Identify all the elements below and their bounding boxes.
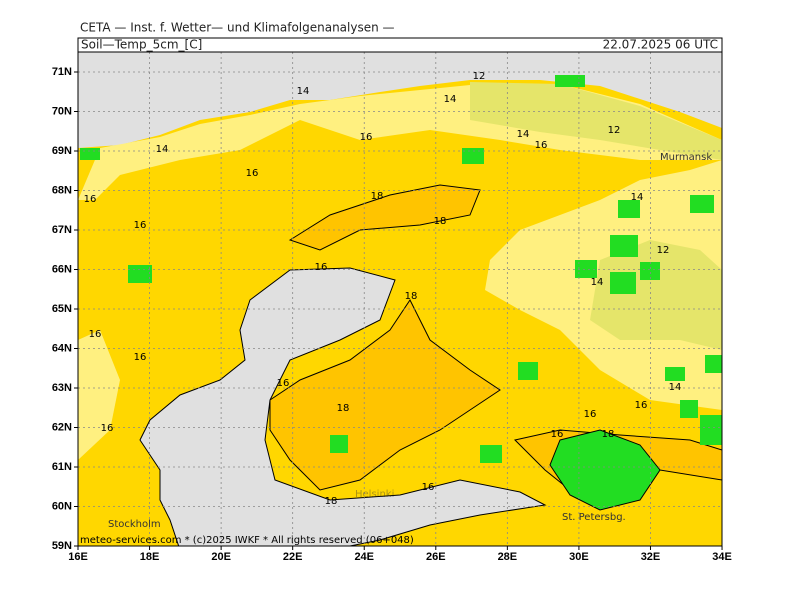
contour-label: 18	[337, 403, 350, 414]
lat-label: 65N	[52, 303, 72, 315]
contour-label: 16	[584, 409, 597, 420]
contour-label: 14	[156, 144, 169, 155]
contour-label: 16	[360, 132, 373, 143]
warm-zone	[269, 299, 501, 491]
contour-label: 18	[434, 216, 447, 227]
east-cold-zone	[590, 240, 722, 350]
contour-label: 16	[277, 378, 290, 389]
lon-label: 24E	[354, 551, 374, 563]
contour-label: 14	[517, 129, 530, 140]
field-name: Soil—Temp_5cm_[C]	[81, 38, 202, 52]
contour-label: 16	[134, 220, 147, 231]
contour-label: 16	[101, 423, 114, 434]
contour-label: 16	[535, 140, 548, 151]
contour-label: 16	[551, 429, 564, 440]
lat-label: 63N	[52, 382, 72, 394]
warm-zone	[288, 184, 481, 251]
contour-label: 18	[602, 429, 615, 440]
valid-time: 22.07.2025 06 UTC	[603, 38, 718, 52]
lon-label: 18E	[140, 551, 160, 563]
lat-label: 64N	[52, 342, 72, 354]
city-label: Helsinki	[355, 489, 394, 500]
lon-label: 16E	[68, 551, 88, 563]
contour-label: 14	[669, 382, 682, 393]
frame	[77, 51, 723, 547]
lon-label: 22E	[283, 551, 303, 563]
lon-label: 20E	[211, 551, 231, 563]
contour-label: 18	[371, 191, 384, 202]
lon-label: 32E	[641, 551, 661, 563]
contour-label: 16	[134, 352, 147, 363]
contour-label: 14	[591, 277, 604, 288]
contour-label: 12	[473, 71, 486, 82]
contour-label: 16	[422, 482, 435, 493]
water-patches	[80, 75, 722, 463]
contour-label: 16	[635, 400, 648, 411]
map-area	[78, 52, 722, 546]
lon-label: 30E	[569, 551, 589, 563]
lat-label: 67N	[52, 224, 72, 236]
footer: meteo-services.com * (c)2025 IWKF * All …	[80, 535, 414, 546]
contour-label: 16	[89, 329, 102, 340]
lat-label: 60N	[52, 500, 72, 512]
city-label: St. Petersbg.	[562, 512, 626, 523]
contour-label: 12	[608, 125, 621, 136]
contour-label: 16	[246, 168, 259, 179]
contour-label: 14	[297, 86, 310, 97]
lon-label: 28E	[498, 551, 518, 563]
institute: CETA — Inst. f. Wetter— und Klimafolgena…	[80, 21, 395, 35]
contour-label: 16	[315, 262, 328, 273]
lon-label: 26E	[426, 551, 446, 563]
contour-label: 14	[631, 192, 644, 203]
lat-label: 61N	[52, 461, 72, 473]
lat-label: 70N	[52, 105, 72, 117]
lat-label: 68N	[52, 184, 72, 196]
lat-label: 62N	[52, 421, 72, 433]
contour-label: 18	[325, 496, 338, 507]
lat-label: 71N	[52, 66, 72, 78]
lat-label: 69N	[52, 145, 72, 157]
lat-label: 66N	[52, 263, 72, 275]
city-label: Murmansk	[660, 152, 712, 163]
lat-label: 59N	[52, 540, 72, 552]
contour-label: 14	[444, 94, 457, 105]
contour-label: 12	[657, 245, 670, 256]
baltic-sea	[139, 267, 547, 546]
city-label: Stockholm	[108, 519, 161, 530]
lon-label: 34E	[712, 551, 732, 563]
contour-label: 18	[405, 291, 418, 302]
contour-label: 16	[84, 194, 97, 205]
cold-zone	[470, 82, 722, 160]
lake-ladoga	[549, 429, 661, 511]
